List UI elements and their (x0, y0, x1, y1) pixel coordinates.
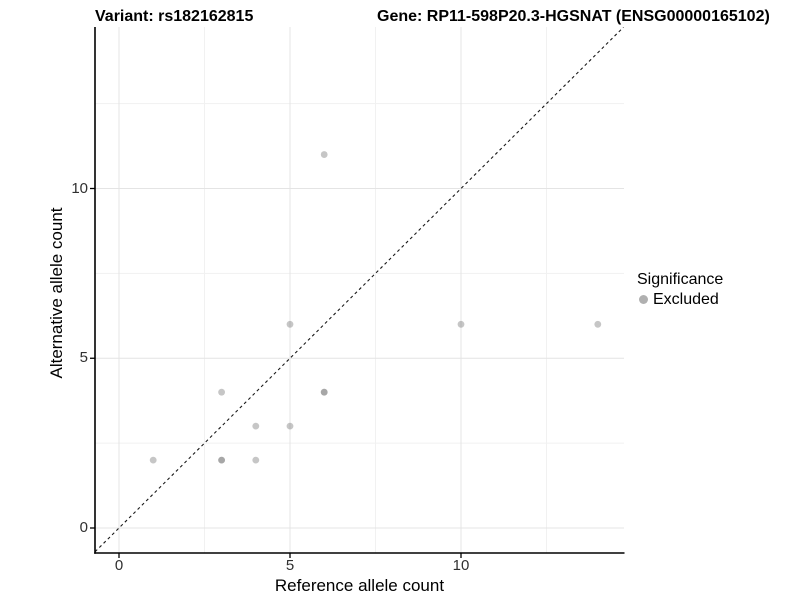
x-tick-label-5: 5 (285, 557, 295, 574)
variant-title: Variant: rs182162815 (95, 8, 254, 25)
y-tick-label-10: 10 (71, 180, 88, 197)
y-tick-label-5: 5 (79, 349, 88, 366)
data-point (320, 388, 328, 396)
legend: Significance Excluded (637, 270, 723, 309)
legend-item-excluded: Excluded (637, 290, 723, 309)
data-point (252, 456, 260, 464)
excluded-point-icon (639, 295, 648, 304)
data-point (218, 388, 226, 396)
data-point (457, 320, 465, 328)
x-tick-label-0: 0 (114, 557, 124, 574)
data-point (286, 320, 294, 328)
data-point (594, 320, 602, 328)
legend-item-label: Excluded (653, 291, 719, 308)
data-point (320, 151, 328, 158)
y-axis-title: Alternative allele count (47, 207, 66, 379)
data-point (320, 388, 328, 396)
data-point (218, 456, 226, 464)
data-point (286, 422, 294, 430)
gene-title: Gene: RP11-598P20.3-HGSNAT (ENSG00000165… (377, 8, 770, 25)
identity-line (95, 27, 624, 553)
x-axis-title: Reference allele count (274, 576, 445, 595)
legend-title: Significance (637, 271, 724, 288)
data-point (252, 422, 260, 430)
data-point (149, 456, 157, 464)
y-tick-label-0: 0 (79, 519, 88, 536)
data-point (218, 456, 226, 464)
x-tick-label-10: 10 (452, 557, 470, 574)
